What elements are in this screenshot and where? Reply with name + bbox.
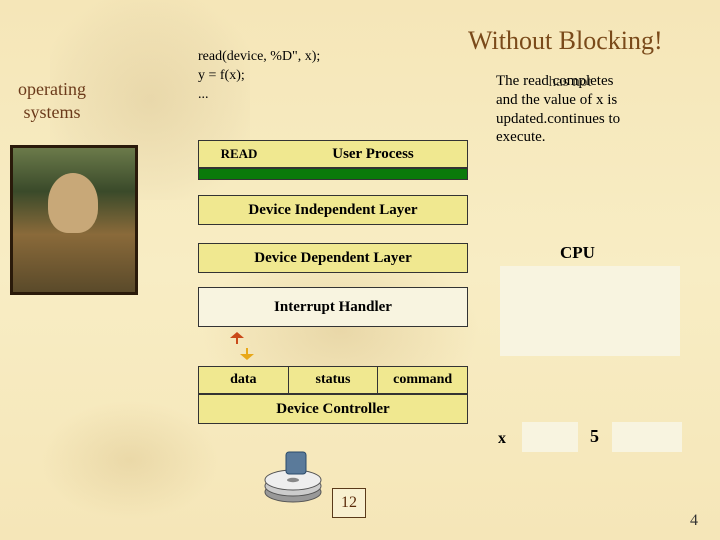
x-label: x xyxy=(498,430,506,448)
slide-title: Without Blocking! xyxy=(468,26,663,56)
disk-icon xyxy=(258,450,328,510)
sidebar-line2: systems xyxy=(18,101,86,124)
sidebar-title: operating systems xyxy=(18,78,86,125)
cpu-label: CPU xyxy=(560,243,595,263)
code-line: read(device, %D", x); xyxy=(198,48,320,67)
reg-status: status xyxy=(289,367,379,393)
description-text: The read completeshas not and the value … xyxy=(496,72,704,147)
read-label: READ xyxy=(199,141,279,167)
device-dependent-layer: Device Dependent Layer xyxy=(198,243,468,273)
green-status-bar xyxy=(198,168,468,180)
reg-data: data xyxy=(199,367,289,393)
mona-lisa-image xyxy=(10,145,138,295)
bg-stain xyxy=(40,400,220,520)
device-independent-layer: Device Independent Layer xyxy=(198,195,468,225)
slide-number: 4 xyxy=(690,512,698,530)
code-line: ... xyxy=(198,86,320,105)
sidebar-line1: operating xyxy=(18,78,86,101)
x-box2 xyxy=(612,422,682,452)
device-controller-layer: Device Controller xyxy=(198,394,468,424)
code-line: y = f(x); xyxy=(198,67,320,86)
page-number: 12 xyxy=(332,488,366,518)
cpu-box xyxy=(500,266,680,356)
register-row: data status command xyxy=(198,366,468,394)
code-block: read(device, %D", x); y = f(x); ... xyxy=(198,48,320,105)
x-value: 5 xyxy=(590,426,599,447)
reg-command: command xyxy=(378,367,467,393)
user-process-label: User Process xyxy=(279,141,467,167)
x-box xyxy=(522,422,578,452)
double-arrow-icon xyxy=(228,330,254,364)
interrupt-handler-layer: Interrupt Handler xyxy=(198,287,468,327)
user-process-layer: READ User Process xyxy=(198,140,468,168)
